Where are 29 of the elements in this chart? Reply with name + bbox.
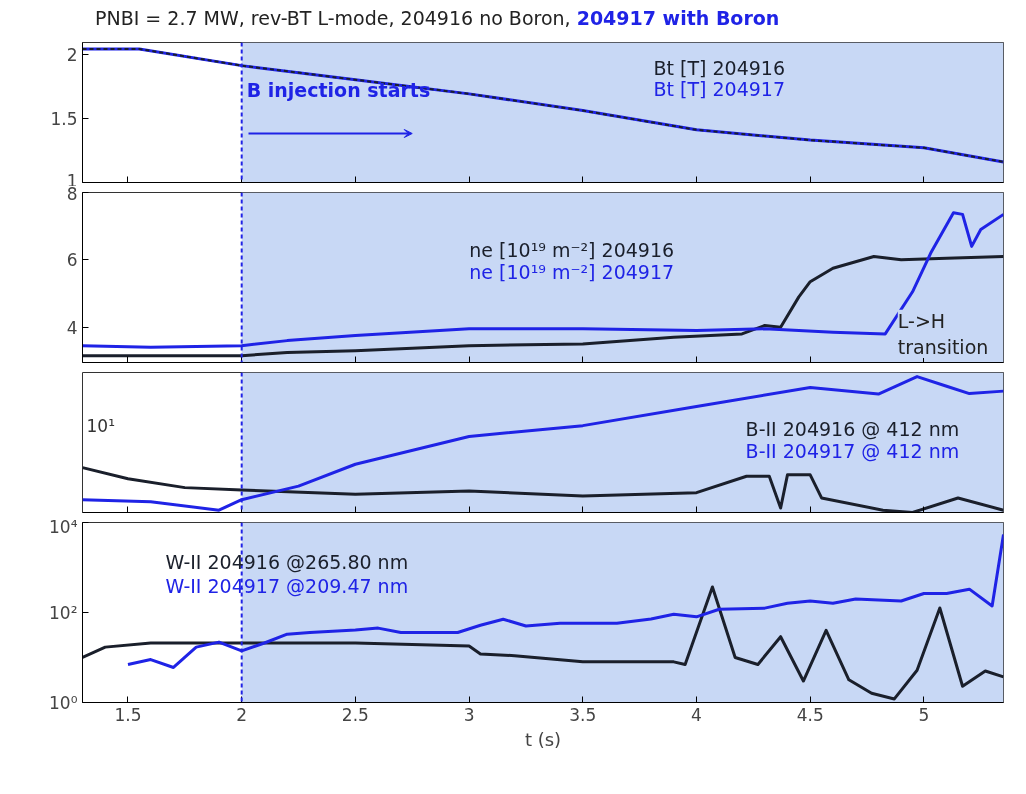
chart-title: PNBI = 2.7 MW, rev-BT L-mode, 204916 no Boron,	[95, 7, 571, 29]
series-label: Bt [T] 204917	[653, 77, 786, 100]
y-tick-label: 10⁰	[49, 692, 78, 713]
y-tick-label: 10⁴	[49, 516, 78, 537]
x-tick-label: 2.5	[341, 704, 369, 725]
x-axis-title: t (s)	[524, 728, 562, 750]
text: Bt [T] 204916	[653, 56, 786, 79]
x-tick-label: 1.5	[114, 704, 142, 725]
x-tick-label: 4.5	[796, 704, 824, 725]
text: W-II 204916 @265.80 nm	[165, 551, 409, 574]
annotation: 10¹	[86, 415, 115, 436]
annotation: B injection starts	[246, 79, 431, 102]
x-tick-label: 3	[463, 704, 475, 725]
text: B-II 204917 @ 412 nm	[745, 439, 960, 462]
y-tick-label: 6	[66, 250, 78, 271]
text: ne [10¹⁹ m⁻²] 204917	[469, 261, 675, 284]
x-tick-label: 4	[691, 704, 702, 725]
series-label: B-II 204916 @ 412 nm	[745, 417, 960, 440]
x-tick-label: 2	[236, 704, 248, 725]
series-label: W-II 204917 @209.47 nm	[165, 574, 409, 597]
x-tick-label: 3.5	[569, 704, 597, 725]
annotation: L->H transition	[897, 309, 989, 359]
chart-subtitle: 204917 with Boron	[576, 7, 780, 29]
y-tick-label: 1.5	[50, 108, 78, 129]
x-tick-label: 5	[918, 704, 930, 725]
y-tick-label: 2	[66, 44, 78, 65]
text: ne [10¹⁹ m⁻²] 204916	[469, 239, 675, 262]
y-tick-label: 4	[66, 317, 78, 338]
y-tick-label: 10²	[49, 602, 78, 623]
